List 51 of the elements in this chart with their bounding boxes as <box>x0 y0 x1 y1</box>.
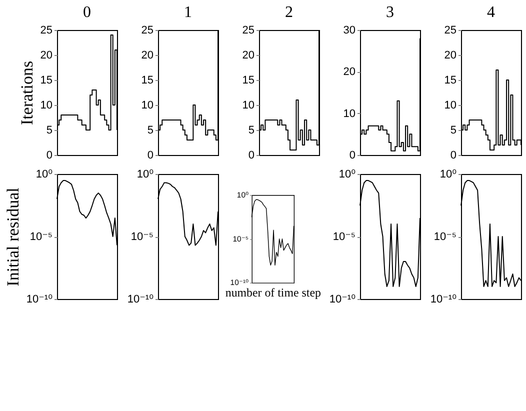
y-tick-label: 20 <box>444 50 456 62</box>
y-tick-label: 10⁰ <box>236 190 249 200</box>
y-tick-label: 30 <box>343 24 356 36</box>
y-axis-title: Initial residual <box>3 187 22 286</box>
chart-title: 0 <box>83 4 91 21</box>
y-tick-label: 20 <box>343 66 356 78</box>
y-tick-label: 20 <box>40 50 52 62</box>
y-tick-label: 5 <box>147 124 154 136</box>
y-tick-label: 0 <box>147 150 154 162</box>
y-tick-label: 10⁻¹⁰ <box>127 294 154 306</box>
y-tick-label: 10 <box>141 100 154 112</box>
y-tick-label: 0 <box>349 150 356 162</box>
y-tick-label: 10⁰ <box>440 168 458 180</box>
y-tick-label: 10 <box>242 100 254 112</box>
y-tick-label: 0 <box>46 150 52 162</box>
y-tick-label: 5 <box>248 124 254 136</box>
y-tick-label: 10⁻⁵ <box>332 231 356 243</box>
y-tick-label: 10 <box>444 100 456 112</box>
y-tick-label: 0 <box>248 150 254 162</box>
chart-title: 2 <box>285 4 293 21</box>
y-tick-label: 10 <box>40 100 52 112</box>
y-tick-label: 10⁻⁵ <box>232 234 249 244</box>
chart-title: 4 <box>487 4 495 21</box>
y-tick-label: 10⁰ <box>36 168 54 180</box>
y-tick-label: 10⁻¹⁰ <box>430 294 458 306</box>
y-tick-label: 20 <box>242 50 254 62</box>
y-tick-label: 0 <box>450 150 456 162</box>
y-tick-label: 10⁻⁵ <box>130 231 154 243</box>
y-tick-label: 5 <box>46 124 52 136</box>
y-tick-label: 15 <box>141 74 154 86</box>
y-tick-label: 10 <box>343 108 356 120</box>
y-tick-label: 25 <box>444 24 456 36</box>
y-tick-label: 10⁻¹⁰ <box>230 278 249 288</box>
y-tick-label: 10⁰ <box>338 168 356 180</box>
y-tick-label: 20 <box>141 50 154 62</box>
y-tick-label: 5 <box>450 124 456 136</box>
chart-title: 3 <box>386 4 394 21</box>
y-tick-label: 10⁻⁵ <box>434 231 456 243</box>
y-tick-label: 15 <box>40 74 52 86</box>
y-tick-label: 10⁻⁵ <box>30 231 52 243</box>
y-tick-label: 25 <box>40 24 52 36</box>
chart-title: 1 <box>184 4 192 21</box>
y-tick-label: 10⁻¹⁰ <box>26 294 54 306</box>
x-axis-title: number of time step <box>225 285 321 300</box>
y-tick-label: 10⁰ <box>136 168 154 180</box>
y-tick-label: 15 <box>242 74 254 86</box>
y-axis-title: Iterations <box>17 60 36 126</box>
y-tick-label: 25 <box>141 24 154 36</box>
y-tick-label: 25 <box>242 24 254 36</box>
y-tick-label: 15 <box>444 74 456 86</box>
y-tick-label: 10⁻¹⁰ <box>329 294 356 306</box>
